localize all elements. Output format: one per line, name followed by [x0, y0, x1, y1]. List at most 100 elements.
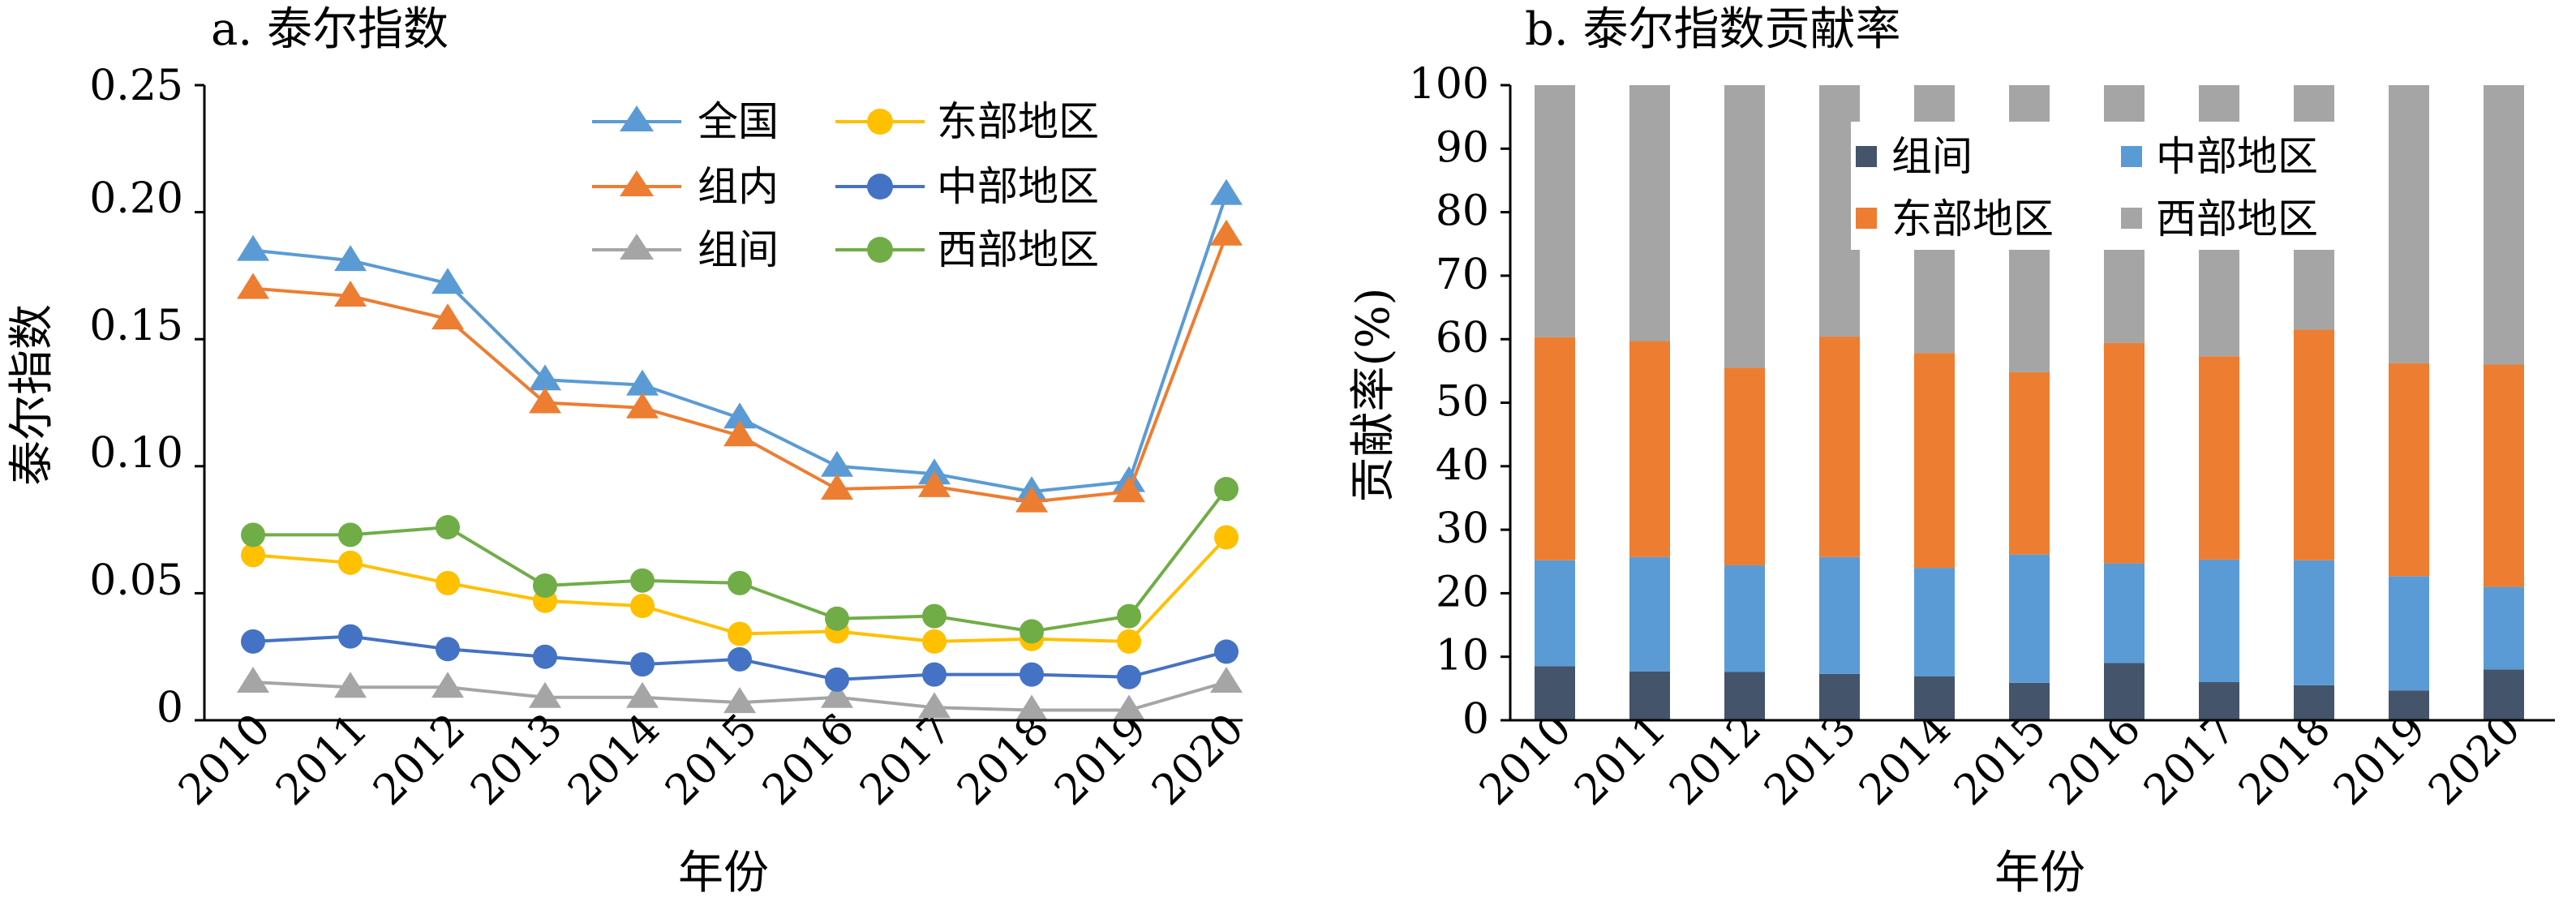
bar-segment — [2104, 663, 2145, 720]
panel-b-ytick: 0 — [1462, 695, 1489, 744]
panel-b-title: b. 泰尔指数贡献率 — [1525, 3, 1900, 56]
data-point — [338, 522, 363, 547]
bar-segment — [1535, 85, 1575, 337]
data-point — [241, 543, 265, 568]
panel-a-line-chart: a. 泰尔指数 泰尔指数 年份 0 0.05 0.10 0.15 0.20 0.… — [6, 3, 1253, 900]
data-point — [825, 606, 849, 631]
panel-b-ytick: 90 — [1436, 123, 1489, 172]
data-point — [1020, 619, 1044, 644]
panel-a-title: a. 泰尔指数 — [211, 3, 449, 56]
triangle-marker-icon — [620, 234, 654, 260]
panel-a-y-ticks: 0 0.05 0.10 0.15 0.20 0.25 — [89, 62, 183, 732]
bar-segment — [2009, 554, 2050, 683]
panel-a-ytick: 0 — [157, 684, 183, 732]
data-point — [1210, 219, 1243, 246]
data-point — [630, 594, 655, 619]
legend-label: 东部地区 — [937, 98, 1099, 145]
legend-item-xibu: 西部地区 — [2121, 195, 2318, 243]
panel-b-stacked-bar-chart: b. 泰尔指数贡献率 贡献率(%) 年份 0 10 20 30 40 50 60… — [1347, 3, 2555, 900]
bar-segment — [2389, 363, 2429, 577]
panel-b-legend: 组间 中部地区 东部地区 西部地区 — [1851, 122, 2374, 250]
panel-b-ytick: 20 — [1436, 568, 1489, 616]
legend-swatch — [1856, 208, 1877, 229]
bar-segment — [2009, 371, 2050, 555]
bar-segment — [2104, 342, 2145, 564]
panel-b-ytick: 10 — [1436, 632, 1489, 681]
panel-a-series — [237, 178, 1243, 721]
bar-segment — [1535, 337, 1575, 560]
data-point — [237, 234, 269, 261]
data-point — [821, 473, 853, 500]
bar-segment — [2484, 85, 2524, 365]
bar-segment — [2484, 669, 2524, 720]
legend-item-zunei: 组内 — [592, 163, 779, 210]
data-point — [241, 522, 265, 547]
series-line — [253, 487, 1228, 633]
legend-swatch — [2121, 208, 2142, 229]
bar-segment — [1914, 353, 1955, 569]
series-2 — [237, 219, 1243, 513]
data-point — [237, 273, 269, 299]
data-point — [431, 268, 464, 294]
bar-segment — [2484, 364, 2524, 587]
bar-segment — [2294, 329, 2334, 560]
data-point — [918, 470, 951, 497]
data-point — [529, 364, 561, 391]
data-point — [431, 303, 464, 330]
data-point — [723, 402, 756, 429]
bar-segment — [1914, 676, 1955, 720]
triangle-marker-icon — [620, 170, 654, 196]
panel-a-ylabel: 泰尔指数 — [6, 304, 58, 486]
data-point — [334, 672, 367, 698]
data-point — [728, 621, 752, 646]
series-5 — [241, 624, 1239, 692]
data-point — [241, 629, 265, 654]
legend-swatch — [1856, 146, 1877, 167]
panel-b-ytick: 60 — [1436, 314, 1489, 363]
bar-segment — [2199, 559, 2239, 683]
data-point — [436, 570, 460, 595]
data-point — [626, 681, 659, 708]
data-point — [436, 514, 460, 539]
legend-item-zhongbu: 中部地区 — [835, 163, 1099, 210]
data-point — [723, 687, 756, 714]
data-point — [1117, 603, 1141, 629]
data-point — [1117, 664, 1141, 689]
panel-b-ytick: 100 — [1409, 60, 1489, 109]
data-point — [630, 652, 655, 677]
data-point — [821, 450, 853, 477]
legend-item-quanguo: 全国 — [592, 98, 779, 145]
panel-b-ylabel: 贡献率(%) — [1347, 288, 1400, 503]
data-point — [630, 568, 655, 593]
panel-a-ytick: 0.10 — [89, 429, 183, 478]
series-line — [252, 234, 1228, 504]
data-point — [529, 387, 561, 414]
legend-label: 组间 — [698, 226, 779, 273]
data-point — [1113, 476, 1145, 503]
data-point — [436, 637, 460, 662]
bar-segment — [1629, 671, 1670, 720]
bar-segment — [2294, 560, 2334, 685]
legend-label: 西部地区 — [937, 226, 1099, 273]
panel-a-ytick: 0.25 — [89, 62, 183, 110]
triangle-marker-icon — [620, 105, 654, 131]
data-point — [1214, 476, 1239, 501]
data-point — [338, 624, 363, 649]
panel-b-xlabel: 年份 — [1994, 847, 2085, 900]
data-point — [728, 570, 752, 595]
bar-segment — [2389, 85, 2429, 363]
data-point — [1117, 629, 1141, 654]
panel-b-ytick: 70 — [1436, 251, 1489, 299]
legend-background — [1851, 122, 2374, 250]
data-point — [334, 280, 367, 307]
legend-label: 全国 — [698, 98, 779, 145]
bar-segment — [1819, 673, 1860, 720]
data-point — [1015, 486, 1048, 513]
panel-a-ytick: 0.15 — [89, 302, 183, 350]
bar-segment — [1724, 565, 1765, 672]
data-point — [1214, 639, 1239, 664]
bar-segment — [1629, 341, 1670, 557]
data-point — [1210, 178, 1243, 205]
legend-item-xibu: 西部地区 — [835, 226, 1099, 273]
